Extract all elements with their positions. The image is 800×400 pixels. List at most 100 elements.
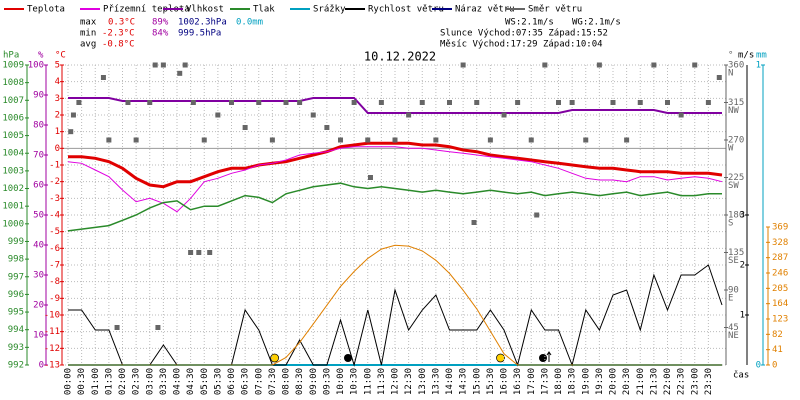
chart-title: 10.12.2022 [364, 50, 436, 64]
y-tick-label: 164 [772, 299, 788, 309]
y-tick-label: 205 [772, 284, 788, 294]
y-tick-label: 246 [772, 269, 788, 279]
y-tick-label: 1001 [2, 202, 24, 212]
y-tick-label: -10 [44, 311, 60, 321]
stat-label: avg [80, 40, 96, 50]
direction-point [367, 175, 373, 180]
direction-point [678, 112, 684, 118]
direction-point [583, 137, 589, 143]
y-tick-label: 20 [33, 301, 44, 311]
direction-point [76, 100, 82, 105]
direction-point [100, 75, 106, 80]
x-tick-label: 13:00 [418, 368, 428, 395]
y-tick-label: 45 [728, 323, 739, 333]
x-tick-label: 05:00 [200, 368, 210, 395]
stat: 89% [152, 18, 169, 28]
y-tick-label: 1003 [2, 166, 24, 176]
direction-point [351, 100, 357, 105]
x-tick-label: 02:30 [132, 368, 142, 395]
y-tick-label: 1 [740, 311, 745, 321]
direction-point [297, 100, 303, 105]
y-tick-label: 1009 [2, 61, 24, 71]
y-tick-label: 80 [33, 121, 44, 131]
x-tick-label: 17:30 [540, 368, 550, 395]
direction-point [269, 137, 275, 143]
direction-point [542, 62, 548, 68]
direction-point [474, 100, 480, 105]
y-tick-label: 992 [8, 361, 24, 371]
direction-point [201, 137, 207, 143]
series-line [68, 97, 722, 114]
stat-label: min [80, 29, 96, 39]
series-line [68, 141, 723, 189]
direction-point [283, 100, 289, 105]
x-tick-label: 18:00 [554, 368, 564, 395]
y-tick-label: 180 [728, 211, 744, 221]
y-tick-label: 225 [728, 173, 744, 183]
direction-point [487, 137, 493, 143]
direction-point [419, 100, 425, 105]
y-tick-label: 1006 [2, 113, 24, 123]
compass-label: N [728, 69, 733, 79]
moonset-icon [344, 354, 352, 362]
legend-label: Srážky [313, 5, 346, 15]
y-tick-label: -4 [49, 211, 60, 221]
direction-point [692, 62, 698, 68]
direction-point [665, 100, 670, 105]
y-tick-label: -5 [49, 227, 60, 237]
compass-label: W [728, 144, 734, 154]
y-tick-label: 995 [8, 308, 24, 318]
y-tick-label: -12 [44, 344, 60, 354]
direction-point [152, 62, 158, 68]
y-tick-label: 135 [728, 248, 744, 258]
y-tick-label: -1 [49, 161, 60, 171]
y-tick-label: 1008 [2, 78, 24, 88]
stat: 0.0mm [236, 18, 263, 28]
direction-point [569, 100, 575, 105]
y-tick-label: 3 [740, 211, 745, 221]
x-tick-label: 00:00 [64, 368, 74, 395]
x-tick-label: 23:30 [704, 368, 714, 395]
x-tick-label: 09:30 [322, 368, 332, 395]
moonrise-icon [539, 354, 547, 362]
x-tick-label: 07:30 [268, 368, 278, 395]
direction-point [447, 100, 452, 105]
y-tick-label: 1 [55, 127, 60, 137]
stat: -0.8°C [102, 40, 135, 50]
y-tick-label: 0 [55, 144, 60, 154]
x-tick-label: 18:30 [568, 368, 578, 395]
direction-point [471, 220, 477, 225]
compass-label: NE [728, 331, 739, 341]
y-tick-label: 10 [33, 331, 44, 341]
compass-label: S [728, 219, 733, 229]
stat-label: max [80, 18, 97, 28]
x-tick-label: 14:00 [445, 368, 455, 395]
y-tick-label: 1007 [2, 96, 24, 106]
x-tick-label: 22:00 [663, 368, 673, 395]
legend-label: Rychlost větru [368, 5, 444, 15]
series-line [67, 146, 723, 213]
x-tick-label: 21:30 [649, 368, 659, 395]
y-tick-label: 994 [8, 325, 24, 335]
info: WG:2.1m/s [572, 18, 621, 28]
x-tick-label: 20:00 [609, 368, 619, 395]
compass-label: SE [728, 256, 739, 266]
y-tick-label: 993 [8, 343, 24, 353]
compass-label: SW [728, 181, 739, 191]
stat: 1002.3hPa [178, 18, 227, 28]
series-line [67, 182, 722, 232]
y-tick-label: 270 [728, 136, 744, 146]
direction-point [310, 112, 316, 118]
y-tick-label: 1004 [2, 149, 24, 159]
direction-point [188, 250, 194, 255]
direction-point [651, 62, 657, 68]
y-tick-label: -3 [49, 194, 60, 204]
y-tick-label: 369 [772, 223, 788, 233]
y-tick-label: 328 [772, 238, 788, 248]
direction-point [392, 137, 398, 143]
compass-label: NW [728, 106, 739, 116]
direction-point [190, 100, 196, 105]
direction-point [460, 62, 466, 68]
x-tick-label: 05:30 [213, 368, 223, 395]
